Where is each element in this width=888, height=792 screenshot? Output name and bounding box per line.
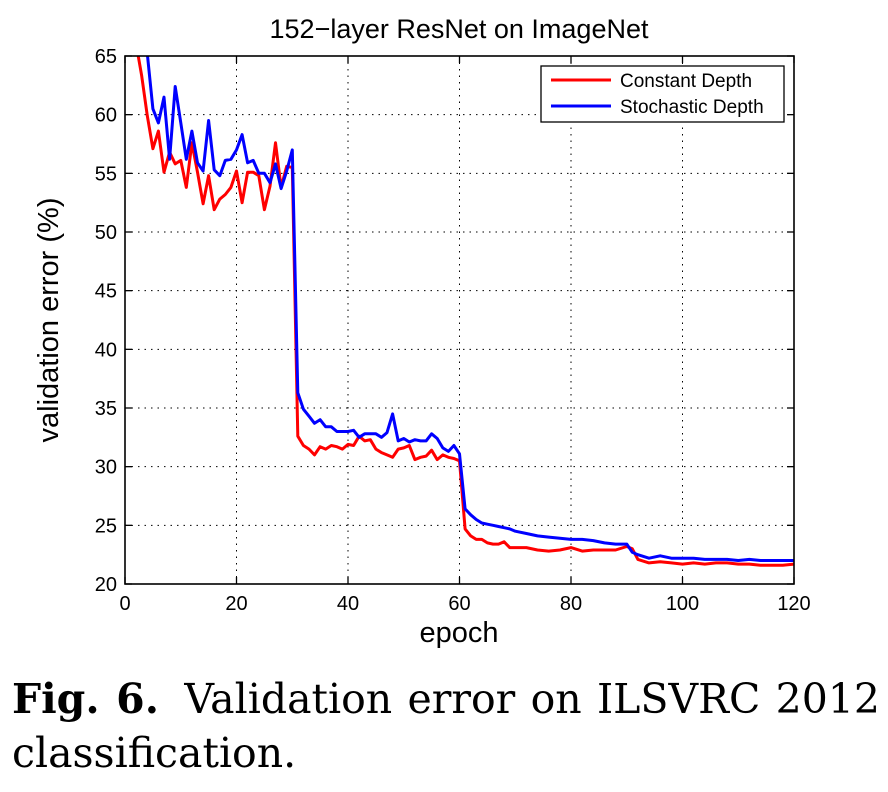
chart-title: 152−layer ResNet on ImageNet <box>270 14 649 44</box>
y-tick-label: 55 <box>95 163 117 185</box>
x-tick-label: 0 <box>119 593 130 615</box>
legend-label-constant-depth: Constant Depth <box>620 71 752 92</box>
x-tick-label: 80 <box>560 593 582 615</box>
series-layer <box>136 56 794 567</box>
x-tick-label: 60 <box>448 593 470 615</box>
legend-box <box>540 65 785 123</box>
y-tick-label: 45 <box>95 281 117 303</box>
y-tick-label: 25 <box>95 515 117 537</box>
figure-caption: Fig. 6. Validation error on ILSVRC 2012 … <box>12 672 880 780</box>
y-tick-label: 20 <box>95 574 117 596</box>
caption-text: Validation error on ILSVRC 2012 classifi… <box>12 675 880 777</box>
y-tick-label: 50 <box>95 222 117 244</box>
y-tick-label: 30 <box>95 457 117 479</box>
y-axis-label: validation error (%) <box>33 198 65 443</box>
chart: 152−layer ResNet on ImageNet 0 20 40 60 80 10… <box>33 14 811 649</box>
grid-lines <box>125 56 794 584</box>
legend: Constant Depth Stochastic Depth <box>540 65 785 123</box>
y-tick-label: 35 <box>95 398 117 420</box>
x-tick-label: 120 <box>777 593 810 615</box>
x-tick-label: 20 <box>225 593 247 615</box>
y-tick-label: 40 <box>95 339 117 361</box>
series-line-stochastic-depth <box>146 56 794 562</box>
legend-label-stochastic-depth: Stochastic Depth <box>620 97 764 118</box>
x-axis-label: epoch <box>419 617 498 649</box>
figure-number: Fig. 6. <box>12 675 159 723</box>
y-tick-label: 60 <box>95 105 117 127</box>
x-tick-label: 100 <box>666 593 699 615</box>
y-tick-label: 65 <box>95 46 117 68</box>
x-tick-label: 40 <box>337 593 359 615</box>
